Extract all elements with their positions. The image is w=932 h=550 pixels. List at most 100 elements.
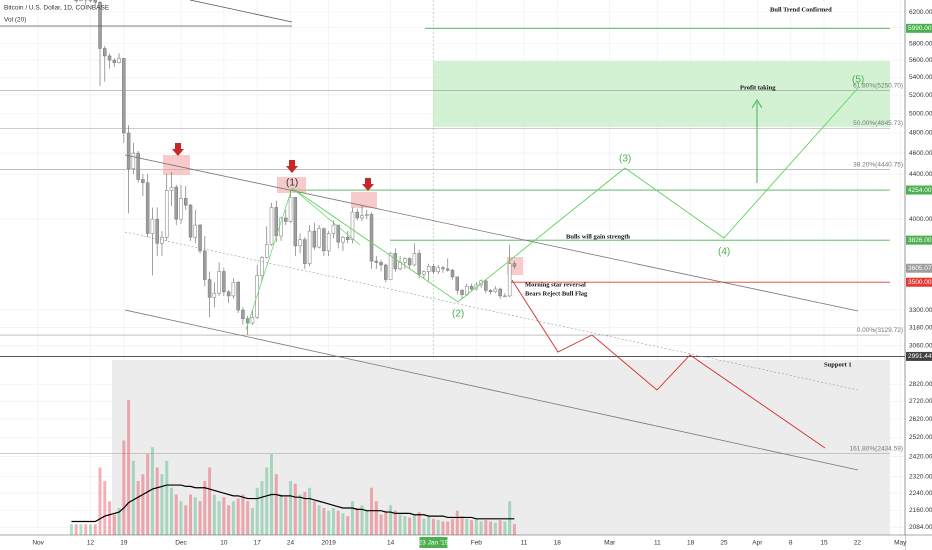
volume-bar <box>122 440 126 535</box>
volume-bar <box>451 518 454 535</box>
y-tick-label: 2420.00 <box>909 453 932 460</box>
candle-body <box>322 228 326 252</box>
volume-bar <box>365 510 369 535</box>
x-tick-label: 10 <box>220 540 228 547</box>
candle-body <box>498 288 502 297</box>
candle-body <box>222 271 226 293</box>
candle-body <box>298 239 302 247</box>
volume-bar <box>303 491 307 535</box>
candle-body <box>207 279 212 298</box>
x-tick-label: Apr <box>752 540 763 547</box>
y-tick-label: 6200.00 <box>909 9 932 16</box>
candle-body <box>241 309 245 319</box>
fib: 61.80%(5250.70) 50.00%(4845.73) 38.20%(444… <box>0 27 905 455</box>
y-tick-label: 5600.00 <box>909 57 932 64</box>
volume-ma <box>71 484 515 523</box>
volume-bar <box>355 508 359 535</box>
candle-body <box>193 224 198 238</box>
candle-body <box>250 316 255 324</box>
volume-bar <box>446 521 450 535</box>
volume-bar <box>89 524 92 535</box>
y-tick-label: 5000.00 <box>909 110 932 117</box>
channel-bottom <box>124 309 859 471</box>
candle-body <box>507 263 512 297</box>
wave-label: (5) <box>852 75 864 86</box>
volume-bar <box>427 516 431 535</box>
candle-body <box>426 266 431 272</box>
candle-body <box>369 214 374 262</box>
volume-bar <box>279 494 283 535</box>
level-box <box>906 263 932 273</box>
x-tick-label: Feb <box>471 540 483 547</box>
volume-bar <box>422 518 426 535</box>
level-label: 5990.00 <box>908 25 932 32</box>
volume-bar <box>370 487 374 535</box>
candle-body <box>141 179 145 184</box>
candle-body <box>379 262 383 266</box>
volume-bar <box>398 514 402 535</box>
candle-body <box>103 48 107 57</box>
volume-bar <box>222 497 226 535</box>
candle-body <box>512 263 517 267</box>
volume-bar <box>250 508 254 535</box>
candle-body <box>307 230 312 264</box>
x-tick-label: 11 <box>521 540 528 547</box>
level-box <box>906 351 932 361</box>
volume-bar <box>155 467 159 535</box>
up-arrow-head <box>751 99 763 109</box>
annotation: Bears Reject Bull Flag <box>525 290 588 297</box>
candle-body <box>169 186 174 191</box>
candle-body <box>384 264 388 280</box>
candle-body <box>93 0 98 3</box>
candle-body <box>126 132 131 170</box>
volume-bar <box>255 487 259 535</box>
level-label: 4254.00 <box>908 187 932 194</box>
volume-bar <box>384 510 388 535</box>
box <box>163 155 190 175</box>
fib-label: 38.20%(4440.75) <box>853 161 903 168</box>
candle-body <box>136 152 140 180</box>
volume-bar <box>289 481 293 535</box>
candle-body <box>236 281 240 311</box>
candle-body <box>226 291 231 297</box>
volume-bar <box>336 510 340 535</box>
y-tick-label: 4800.00 <box>909 130 932 137</box>
volume-bar <box>74 524 78 535</box>
candle-body <box>341 236 345 243</box>
x-tick-label: 14 <box>387 540 395 547</box>
candle-body <box>288 196 293 222</box>
y-tick-label: 2720.00 <box>909 398 932 405</box>
level-label: 3500.00 <box>908 279 932 286</box>
candle-body <box>79 0 83 1</box>
wave-path <box>291 87 859 303</box>
candle-body <box>336 224 340 243</box>
candle-body <box>355 211 359 219</box>
candle-body <box>360 215 364 219</box>
volume-bar <box>308 487 312 535</box>
volume-bar <box>293 483 297 535</box>
x-tick-label: Dec <box>175 540 187 547</box>
candle-body <box>465 286 469 295</box>
annotation: Support 1 <box>824 361 852 368</box>
box <box>351 192 377 208</box>
candle-body <box>417 253 421 275</box>
candle-body <box>455 276 460 291</box>
candle-body <box>445 268 450 271</box>
candle-body <box>312 230 317 248</box>
candle-body <box>160 236 164 244</box>
candle-body <box>217 271 221 294</box>
volume-bar <box>184 505 188 535</box>
y-tick-label: 2084.00 <box>909 524 932 531</box>
candle-body <box>345 236 350 240</box>
volume-bar <box>246 501 250 535</box>
volume-bar <box>417 512 421 535</box>
y-tick-label: 2320.00 <box>909 473 932 480</box>
volume-bar <box>231 501 235 535</box>
candle-body <box>412 253 417 266</box>
volume-bar <box>160 474 164 535</box>
level-label: 2991.44 <box>908 353 932 360</box>
y-tick-label: 5400.00 <box>909 74 932 81</box>
candle-body <box>503 295 507 297</box>
volume-bar <box>236 498 240 535</box>
volume-bar <box>217 501 221 535</box>
